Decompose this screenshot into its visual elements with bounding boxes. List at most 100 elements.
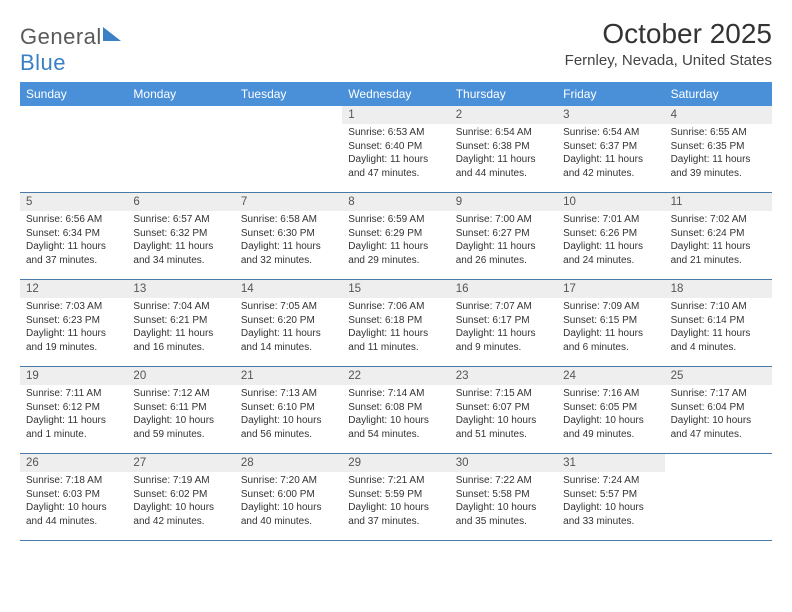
sunrise-line: Sunrise: 7:10 AM [671, 300, 766, 314]
day-cell: 4Sunrise: 6:55 AMSunset: 6:35 PMDaylight… [665, 106, 772, 192]
daylight-line: Daylight: 11 hours and 34 minutes. [133, 240, 228, 267]
day-cell: 22Sunrise: 7:14 AMSunset: 6:08 PMDayligh… [342, 367, 449, 453]
sunrise-line: Sunrise: 7:03 AM [26, 300, 121, 314]
day-body: Sunrise: 7:15 AMSunset: 6:07 PMDaylight:… [450, 385, 557, 445]
week-row: 12Sunrise: 7:03 AMSunset: 6:23 PMDayligh… [20, 280, 772, 367]
daylight-line: Daylight: 11 hours and 24 minutes. [563, 240, 658, 267]
sunset-line: Sunset: 6:17 PM [456, 314, 551, 328]
day-cell: 8Sunrise: 6:59 AMSunset: 6:29 PMDaylight… [342, 193, 449, 279]
day-cell [665, 454, 772, 540]
sunrise-line: Sunrise: 6:59 AM [348, 213, 443, 227]
sunset-line: Sunset: 6:14 PM [671, 314, 766, 328]
day-body: Sunrise: 7:03 AMSunset: 6:23 PMDaylight:… [20, 298, 127, 358]
sunrise-line: Sunrise: 7:14 AM [348, 387, 443, 401]
sunset-line: Sunset: 6:04 PM [671, 401, 766, 415]
weekday-header-row: SundayMondayTuesdayWednesdayThursdayFrid… [20, 82, 772, 106]
sunset-line: Sunset: 6:18 PM [348, 314, 443, 328]
day-body: Sunrise: 6:54 AMSunset: 6:38 PMDaylight:… [450, 124, 557, 184]
day-body: Sunrise: 7:22 AMSunset: 5:58 PMDaylight:… [450, 472, 557, 532]
daylight-line: Daylight: 11 hours and 6 minutes. [563, 327, 658, 354]
month-title: October 2025 [565, 18, 772, 50]
sunset-line: Sunset: 6:23 PM [26, 314, 121, 328]
day-number: 1 [342, 106, 449, 124]
day-number: 26 [20, 454, 127, 472]
sunset-line: Sunset: 6:05 PM [563, 401, 658, 415]
sunset-line: Sunset: 6:37 PM [563, 140, 658, 154]
day-cell: 2Sunrise: 6:54 AMSunset: 6:38 PMDaylight… [450, 106, 557, 192]
sunrise-line: Sunrise: 7:12 AM [133, 387, 228, 401]
daylight-line: Daylight: 11 hours and 32 minutes. [241, 240, 336, 267]
daylight-line: Daylight: 11 hours and 14 minutes. [241, 327, 336, 354]
daylight-line: Daylight: 10 hours and 49 minutes. [563, 414, 658, 441]
day-cell: 6Sunrise: 6:57 AMSunset: 6:32 PMDaylight… [127, 193, 234, 279]
sunset-line: Sunset: 5:58 PM [456, 488, 551, 502]
sunrise-line: Sunrise: 6:54 AM [456, 126, 551, 140]
sunrise-line: Sunrise: 7:16 AM [563, 387, 658, 401]
day-body: Sunrise: 7:07 AMSunset: 6:17 PMDaylight:… [450, 298, 557, 358]
day-body: Sunrise: 7:11 AMSunset: 6:12 PMDaylight:… [20, 385, 127, 445]
weekday-header: Monday [127, 82, 234, 106]
day-number: 20 [127, 367, 234, 385]
daylight-line: Daylight: 11 hours and 47 minutes. [348, 153, 443, 180]
location-text: Fernley, Nevada, United States [565, 52, 772, 69]
daylight-line: Daylight: 11 hours and 11 minutes. [348, 327, 443, 354]
week-row: 26Sunrise: 7:18 AMSunset: 6:03 PMDayligh… [20, 454, 772, 541]
day-number: 23 [450, 367, 557, 385]
day-number: 11 [665, 193, 772, 211]
week-row: 19Sunrise: 7:11 AMSunset: 6:12 PMDayligh… [20, 367, 772, 454]
day-body: Sunrise: 7:17 AMSunset: 6:04 PMDaylight:… [665, 385, 772, 445]
sunrise-line: Sunrise: 7:13 AM [241, 387, 336, 401]
day-number [20, 106, 127, 124]
sunset-line: Sunset: 6:27 PM [456, 227, 551, 241]
day-body: Sunrise: 7:14 AMSunset: 6:08 PMDaylight:… [342, 385, 449, 445]
day-body: Sunrise: 7:04 AMSunset: 6:21 PMDaylight:… [127, 298, 234, 358]
brand-logo: General Blue [20, 18, 121, 76]
day-cell: 23Sunrise: 7:15 AMSunset: 6:07 PMDayligh… [450, 367, 557, 453]
daylight-line: Daylight: 10 hours and 47 minutes. [671, 414, 766, 441]
day-number: 12 [20, 280, 127, 298]
day-number: 7 [235, 193, 342, 211]
day-number: 2 [450, 106, 557, 124]
daylight-line: Daylight: 10 hours and 40 minutes. [241, 501, 336, 528]
day-number: 14 [235, 280, 342, 298]
sunset-line: Sunset: 6:35 PM [671, 140, 766, 154]
day-body: Sunrise: 6:55 AMSunset: 6:35 PMDaylight:… [665, 124, 772, 184]
sunrise-line: Sunrise: 7:09 AM [563, 300, 658, 314]
day-number: 30 [450, 454, 557, 472]
day-number: 13 [127, 280, 234, 298]
day-number: 17 [557, 280, 664, 298]
sunset-line: Sunset: 6:02 PM [133, 488, 228, 502]
day-cell: 16Sunrise: 7:07 AMSunset: 6:17 PMDayligh… [450, 280, 557, 366]
day-body: Sunrise: 6:53 AMSunset: 6:40 PMDaylight:… [342, 124, 449, 184]
weekday-header: Friday [557, 82, 664, 106]
daylight-line: Daylight: 10 hours and 33 minutes. [563, 501, 658, 528]
day-number: 25 [665, 367, 772, 385]
day-cell: 14Sunrise: 7:05 AMSunset: 6:20 PMDayligh… [235, 280, 342, 366]
day-cell: 24Sunrise: 7:16 AMSunset: 6:05 PMDayligh… [557, 367, 664, 453]
brand-text: General Blue [20, 24, 121, 76]
sunrise-line: Sunrise: 7:01 AM [563, 213, 658, 227]
sunrise-line: Sunrise: 6:58 AM [241, 213, 336, 227]
sunset-line: Sunset: 6:07 PM [456, 401, 551, 415]
sunset-line: Sunset: 6:40 PM [348, 140, 443, 154]
sunset-line: Sunset: 6:00 PM [241, 488, 336, 502]
day-body: Sunrise: 7:19 AMSunset: 6:02 PMDaylight:… [127, 472, 234, 532]
daylight-line: Daylight: 10 hours and 44 minutes. [26, 501, 121, 528]
day-number: 15 [342, 280, 449, 298]
sunset-line: Sunset: 6:24 PM [671, 227, 766, 241]
day-number: 27 [127, 454, 234, 472]
day-body: Sunrise: 7:24 AMSunset: 5:57 PMDaylight:… [557, 472, 664, 532]
day-number [235, 106, 342, 124]
daylight-line: Daylight: 11 hours and 37 minutes. [26, 240, 121, 267]
daylight-line: Daylight: 11 hours and 1 minute. [26, 414, 121, 441]
daylight-line: Daylight: 10 hours and 59 minutes. [133, 414, 228, 441]
sunset-line: Sunset: 6:34 PM [26, 227, 121, 241]
weekday-header: Tuesday [235, 82, 342, 106]
sunset-line: Sunset: 5:57 PM [563, 488, 658, 502]
sunset-line: Sunset: 6:03 PM [26, 488, 121, 502]
day-number: 29 [342, 454, 449, 472]
day-number: 5 [20, 193, 127, 211]
day-body: Sunrise: 6:58 AMSunset: 6:30 PMDaylight:… [235, 211, 342, 271]
sunset-line: Sunset: 6:32 PM [133, 227, 228, 241]
day-cell: 27Sunrise: 7:19 AMSunset: 6:02 PMDayligh… [127, 454, 234, 540]
